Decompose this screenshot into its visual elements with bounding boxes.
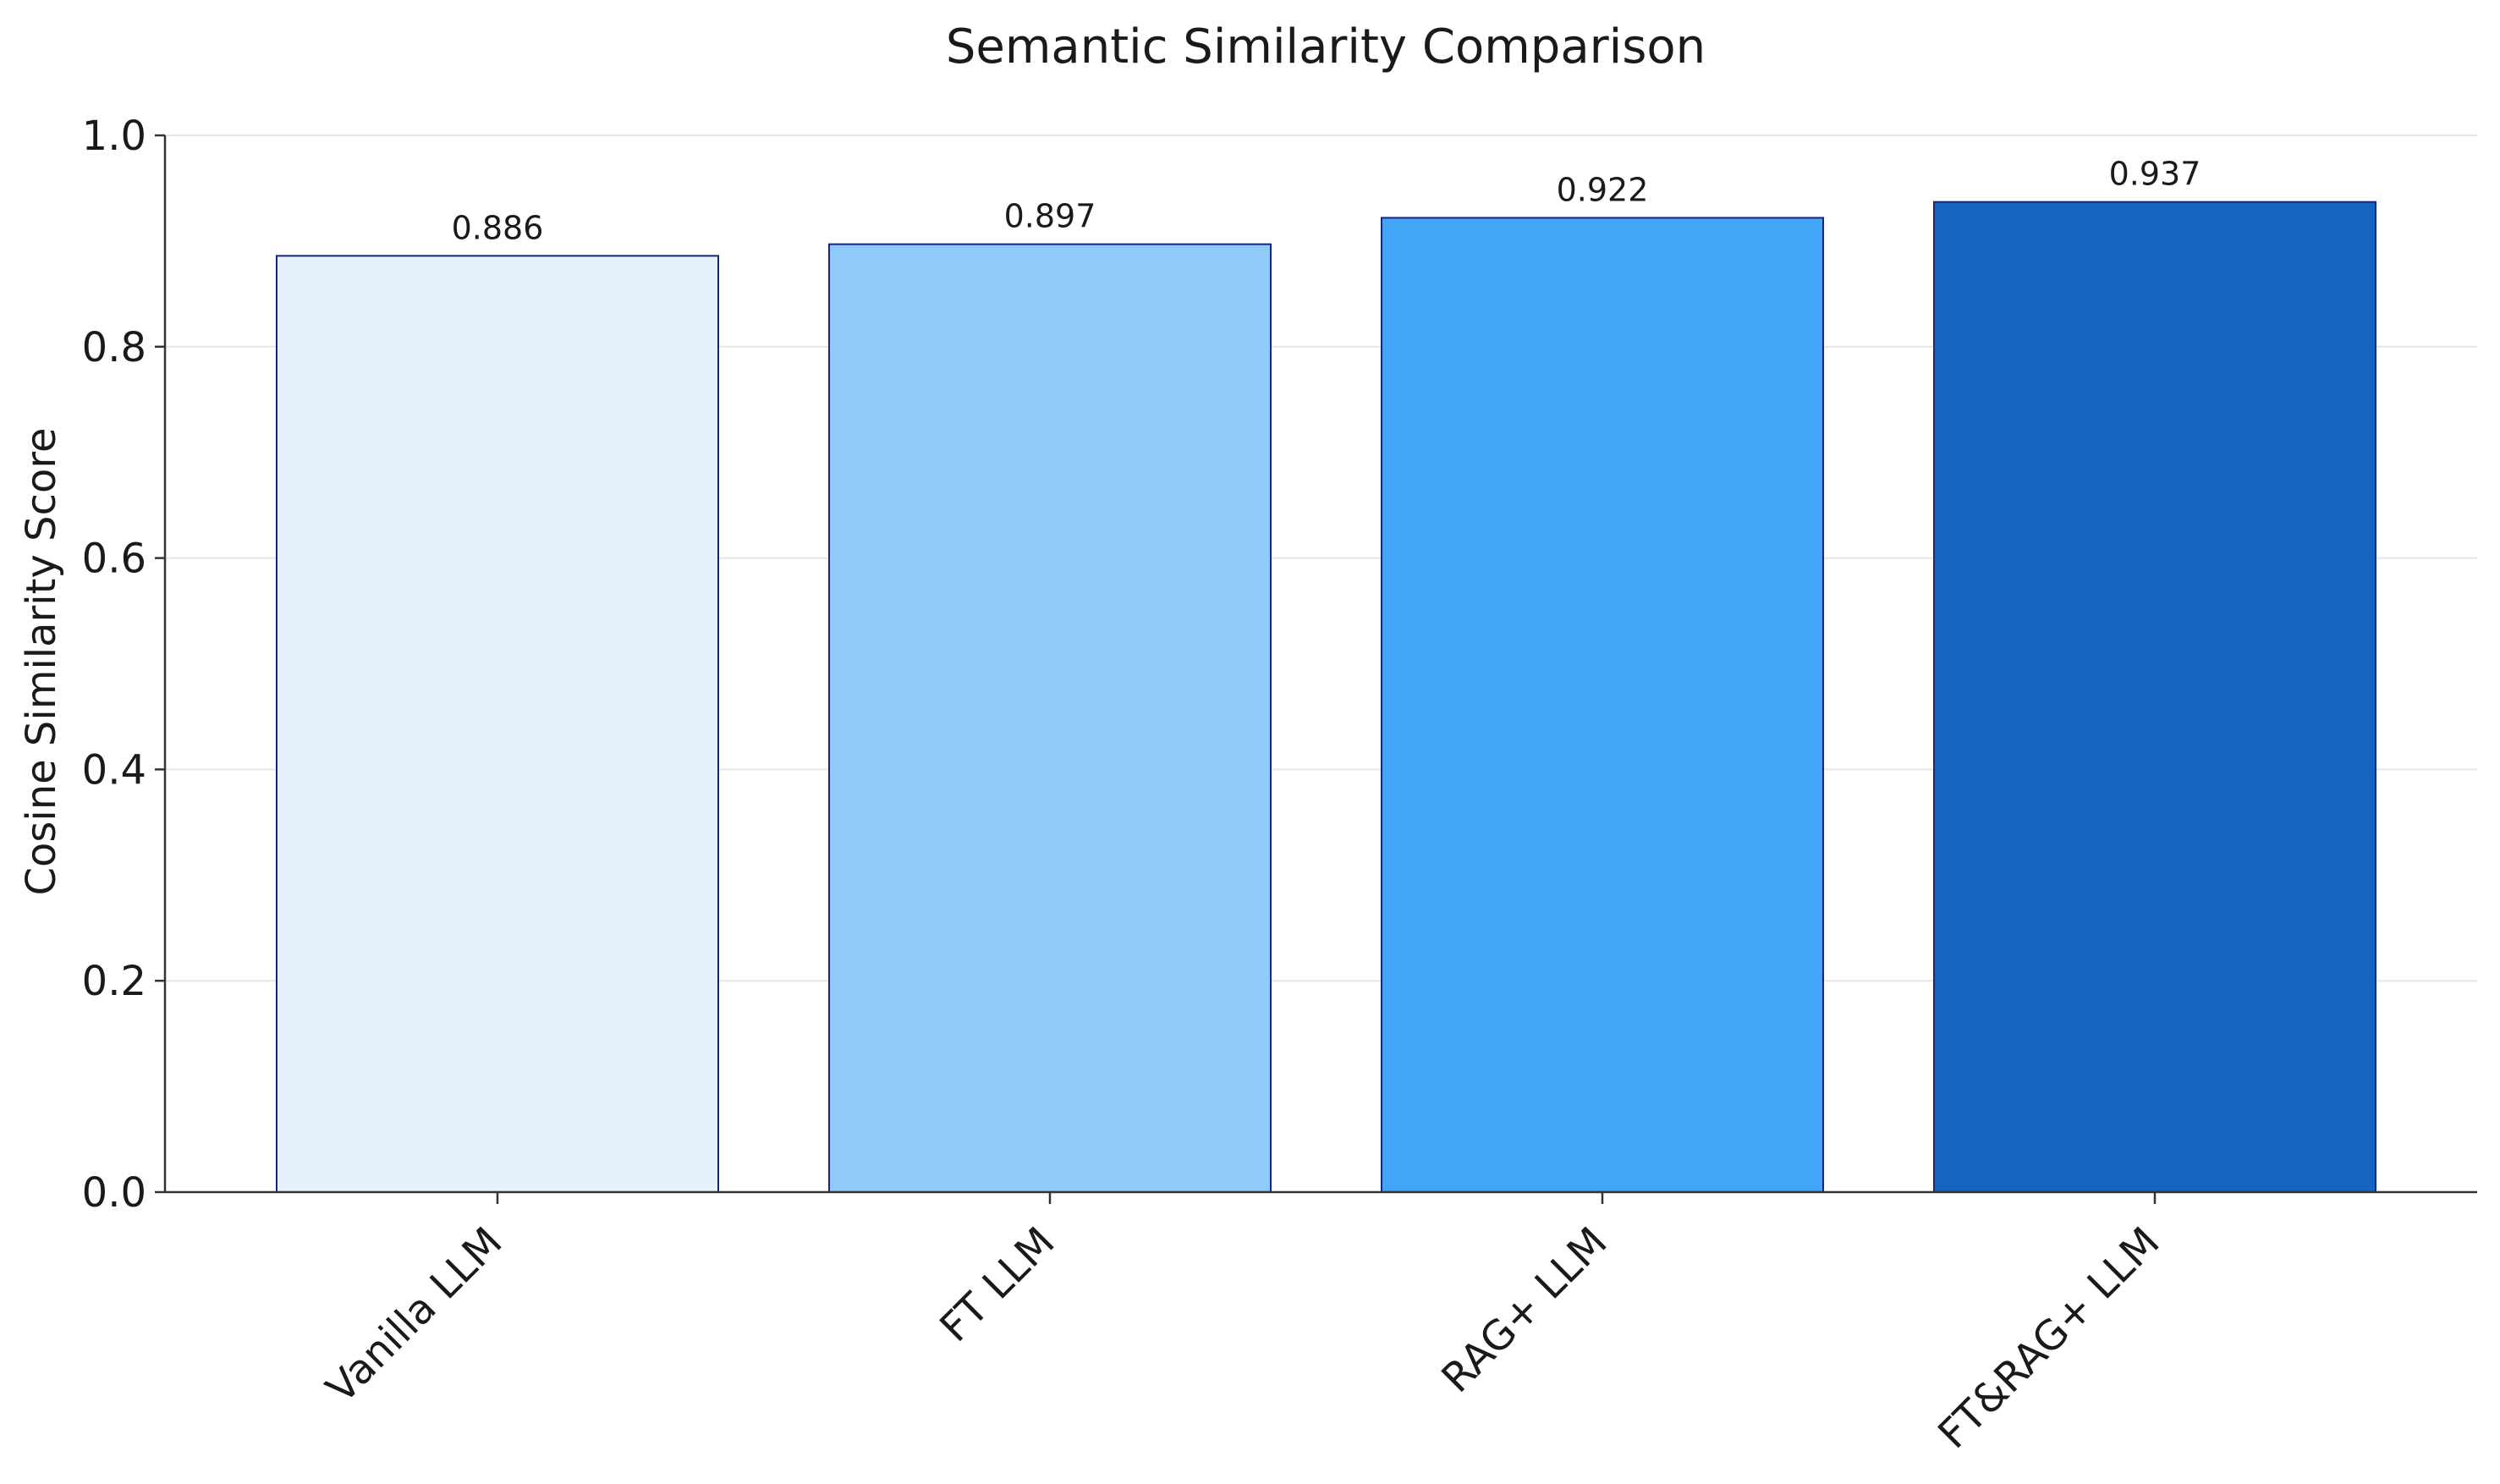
data-label-2: 0.922 (1557, 171, 1649, 208)
axes (155, 134, 2477, 1204)
data-label-1: 0.897 (1004, 198, 1096, 235)
bar-2 (1381, 217, 1824, 1193)
bar-3 (1933, 201, 2376, 1193)
bar-0 (276, 255, 719, 1193)
y-tick-label-4: 0.8 (82, 324, 146, 371)
y-tick-label-1: 0.2 (82, 958, 146, 1005)
data-label-3: 0.937 (2109, 156, 2201, 193)
category-label-0: Vanilla LLM (317, 1218, 511, 1412)
y-tick-label-5: 1.0 (82, 113, 146, 160)
y-tick-label-2: 0.4 (82, 746, 146, 794)
category-label-3: FT&RAG+ LLM (1929, 1218, 2168, 1458)
data-label-0: 0.886 (452, 209, 544, 246)
bars (276, 201, 2376, 1194)
y-tick-label-0: 0.0 (82, 1169, 146, 1217)
category-label-1: FT LLM (931, 1218, 1063, 1351)
bar-1 (828, 243, 1272, 1194)
chart-title: Semantic Similarity Comparison (946, 19, 1706, 74)
category-label-2: RAG+ LLM (1432, 1218, 1616, 1402)
y-tick-label-3: 0.6 (82, 536, 146, 583)
y-axis-label: Cosine Similarity Score (18, 427, 65, 895)
